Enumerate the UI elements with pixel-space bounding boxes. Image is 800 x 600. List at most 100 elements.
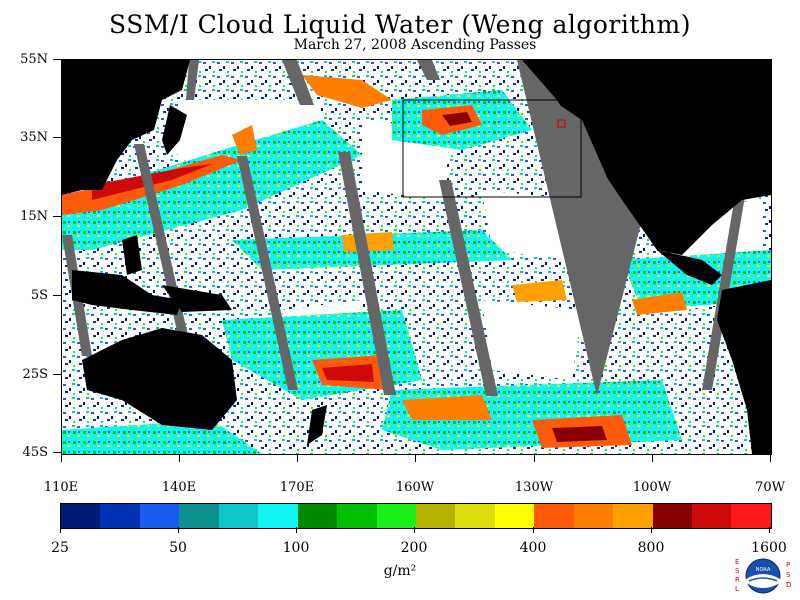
logo-letter-r: R (735, 576, 740, 584)
lon-label: 130W (514, 480, 554, 495)
australia-landmass (82, 328, 237, 430)
lat-tick (53, 216, 61, 217)
colorbar-segment (455, 504, 495, 528)
lat-tick (53, 374, 61, 375)
heavy-cloud (512, 280, 567, 302)
colorbar-tick (651, 527, 652, 533)
colorbar-segment (179, 504, 219, 528)
new-guinea (162, 285, 232, 312)
noaa-logo: E S R L P S D NOAA (735, 558, 791, 594)
colorbar-segment (218, 504, 259, 528)
colorbar-segment (731, 504, 771, 528)
lon-label: 160W (395, 480, 435, 495)
cloud-water-map (62, 60, 771, 454)
heavy-cloud (552, 426, 607, 442)
chart-subtitle: March 27, 2008 Ascending Passes (293, 37, 537, 53)
colorbar-label: 100 (282, 540, 310, 556)
central-america (657, 250, 722, 285)
heavy-cloud (302, 75, 392, 108)
lon-tick (297, 454, 298, 462)
lon-tick (61, 454, 62, 462)
colorbar-segment (258, 504, 298, 528)
logo-letter-s: S (735, 567, 740, 575)
colorbar-segment (337, 504, 377, 528)
lat-label: 5S (30, 288, 48, 303)
japan-landmass (162, 105, 187, 155)
colorbar-segment (534, 504, 574, 528)
south-america-landmass (717, 280, 771, 454)
lat-label: 25S (22, 367, 48, 382)
colorbar-label: 400 (519, 540, 547, 556)
colorbar-label: 1600 (751, 540, 787, 556)
logo-letter-p: P (786, 561, 790, 569)
lon-label: 110E (43, 480, 79, 495)
heavy-cloud (632, 292, 687, 315)
asia-landmass (62, 60, 190, 195)
heavy-cloud (402, 395, 492, 420)
lon-tick (415, 454, 416, 462)
colorbar-segment (415, 504, 456, 528)
colorbar (60, 503, 772, 529)
colorbar-segment (494, 504, 535, 528)
data-gap (237, 156, 298, 390)
data-gap (439, 180, 498, 396)
logo-letter-e: E (735, 558, 739, 566)
colorbar-tick (533, 527, 534, 533)
map-panel (61, 59, 772, 455)
lon-label: 70W (755, 480, 785, 495)
lat-label: 55N (20, 52, 48, 67)
colorbar-tick (769, 527, 770, 533)
station-marker (557, 119, 566, 128)
colorbar-tick (60, 527, 61, 533)
lat-tick (53, 59, 61, 60)
lat-label: 15N (20, 209, 48, 224)
logo-letter-l: L (735, 585, 739, 593)
lat-tick (53, 137, 61, 138)
colorbar-label: 200 (400, 540, 428, 556)
lat-tick (53, 452, 61, 453)
lon-tick (652, 454, 653, 462)
lon-tick (179, 454, 180, 462)
lon-label: 140E (161, 480, 197, 495)
heavy-cloud (232, 125, 257, 155)
colorbar-segment (297, 504, 338, 528)
lon-tick (534, 454, 535, 462)
new-zealand (307, 405, 327, 445)
lat-tick (53, 295, 61, 296)
philippines (122, 235, 142, 275)
heavy-cloud (442, 112, 472, 126)
colorbar-label: 50 (169, 540, 187, 556)
colorbar-tick (414, 527, 415, 533)
lat-label: 45S (22, 445, 48, 460)
colorbar-segment (692, 504, 732, 528)
lon-label: 170E (279, 480, 315, 495)
logo-letter-d: D (786, 581, 791, 589)
region-box (402, 99, 582, 198)
colorbar-segment (61, 504, 101, 528)
colorbar-label: 800 (637, 540, 665, 556)
colorbar-segment (652, 504, 692, 528)
lon-label: 100W (632, 480, 672, 495)
unit-label: g/m² (383, 563, 417, 579)
colorbar-segment (100, 504, 140, 528)
data-gap (186, 60, 199, 100)
logo-center-text: NOAA (756, 567, 771, 573)
colorbar-segment (139, 504, 180, 528)
lon-tick (770, 454, 771, 462)
heavy-cloud (322, 364, 374, 382)
colorbar-label: 25 (51, 540, 69, 556)
north-america-landmass (522, 60, 771, 255)
colorbar-segment (376, 504, 416, 528)
data-gap (338, 152, 396, 395)
data-gap (517, 60, 647, 396)
clear-region (482, 300, 582, 380)
lat-label: 35N (20, 130, 48, 145)
colorbar-segment (613, 504, 653, 528)
data-gap (282, 60, 314, 105)
colorbar-segment (573, 504, 614, 528)
chart-title: SSM/I Cloud Liquid Water (Weng algorithm… (109, 10, 691, 39)
logo-letter-s2: S (786, 571, 791, 579)
colorbar-tick (178, 527, 179, 533)
data-gap (417, 60, 440, 80)
indonesia (72, 270, 182, 315)
